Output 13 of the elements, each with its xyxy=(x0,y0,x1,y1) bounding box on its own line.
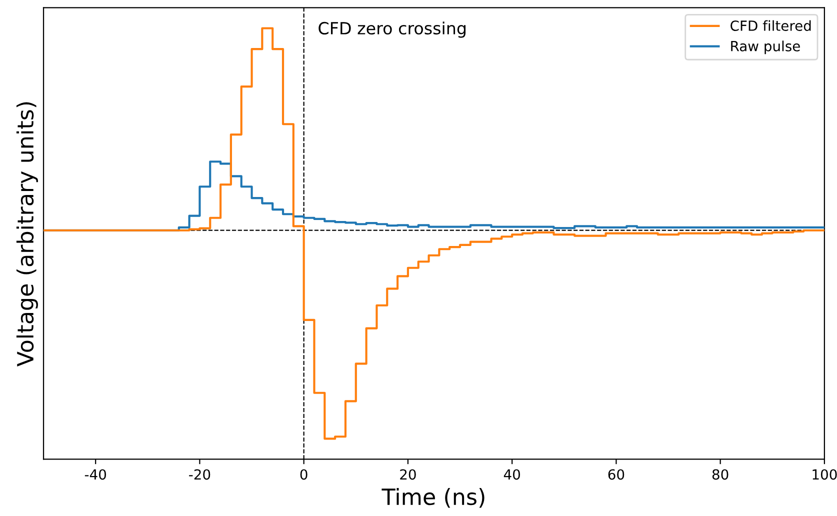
x-tick-label: -20 xyxy=(189,469,210,480)
x-axis-title: Time (ns) xyxy=(382,488,484,508)
x-tick-label: 80 xyxy=(712,469,728,480)
x-tick-label: -40 xyxy=(84,469,106,480)
legend-label: Raw pulse xyxy=(731,40,800,54)
x-tick-label: 60 xyxy=(608,469,624,480)
x-tick-label: 0 xyxy=(300,469,308,480)
x-tick-label: 40 xyxy=(504,469,520,480)
y-axis-title: Voltage (arbitrary units) xyxy=(16,102,38,366)
legend-label: CFD filtered xyxy=(730,20,811,31)
x-tick-label: 100 xyxy=(812,469,837,480)
x-tick-label: 20 xyxy=(400,469,416,480)
ref-line-label: CFD zero crossing xyxy=(318,22,466,38)
